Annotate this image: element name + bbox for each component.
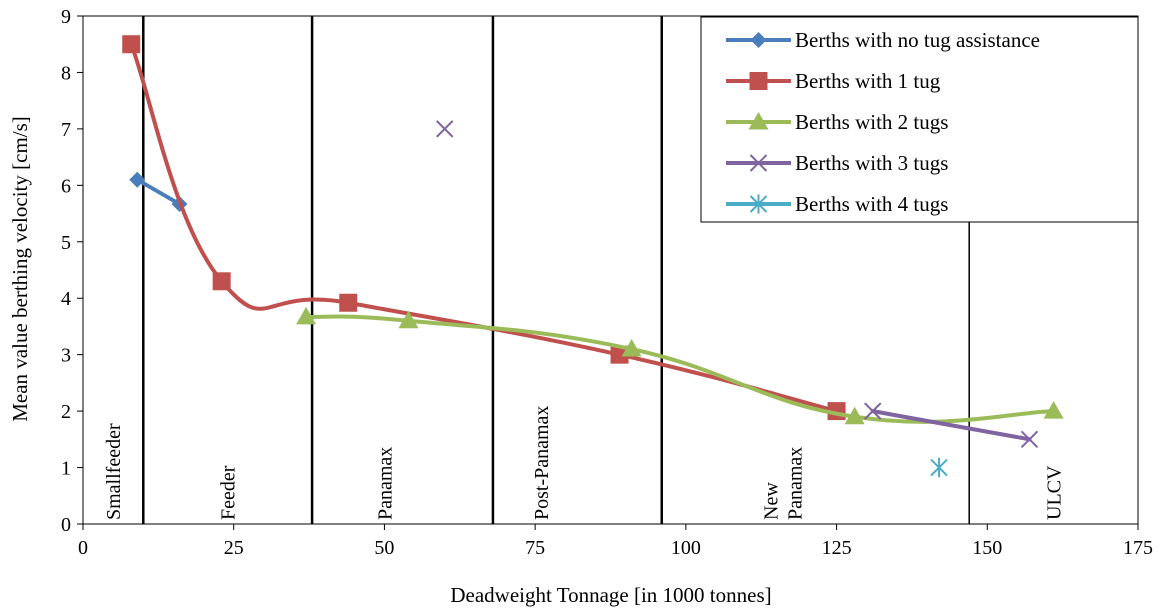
triangle-marker-shape — [398, 310, 419, 329]
y-tick-label: 7 — [61, 119, 71, 141]
triangle-marker-shape — [621, 339, 642, 357]
class-label: New — [760, 482, 782, 520]
y-tick-label: 0 — [61, 514, 71, 536]
class-label: ULCV — [1044, 465, 1066, 520]
square-marker-shape — [122, 35, 141, 54]
data-point — [621, 339, 642, 357]
y-tick-label: 5 — [61, 232, 71, 254]
data-point — [296, 306, 317, 325]
x-tick-label: 50 — [374, 537, 394, 559]
legend: Berths with no tug assistance Berths with… — [700, 16, 1139, 223]
data-point — [122, 35, 141, 54]
x-marker-stroke — [436, 120, 454, 138]
legend-marker — [750, 32, 767, 48]
triangle-marker-shape — [844, 406, 865, 425]
class-label: Panamax — [374, 447, 396, 520]
legend-entry: Berths with 2 tugs — [795, 110, 948, 134]
legend-marker — [749, 154, 768, 172]
legend-entry: Berths with no tug assistance — [795, 28, 1040, 52]
x-axis-title: Deadweight Tonnage [in 1000 tonnes] — [450, 583, 771, 607]
y-tick-label: 1 — [61, 458, 71, 480]
series-line-4 — [870, 409, 1032, 442]
y-tick-label: 8 — [61, 62, 71, 84]
square-marker-shape — [610, 345, 629, 364]
legend-box — [700, 16, 1139, 223]
x-tick-label: 125 — [822, 537, 852, 559]
triangle-marker-shape — [1043, 401, 1064, 419]
class-label: Feeder — [218, 465, 240, 520]
diamond-marker-shape — [129, 171, 146, 188]
legend-marker — [748, 112, 769, 130]
legend-entry: Berths with 1 tug — [795, 69, 941, 93]
y-tick-label: 4 — [61, 288, 71, 310]
y-axis-title: Mean value berthing velocity [cm/s] — [8, 116, 32, 422]
data-point — [212, 272, 231, 291]
data-point — [339, 293, 358, 312]
x-tick-label: 75 — [525, 537, 545, 559]
y-tick-label: 2 — [61, 401, 71, 423]
y-tick-label: 3 — [61, 345, 71, 367]
y-tick-label: 6 — [61, 175, 71, 197]
data-point — [610, 345, 629, 364]
diamond-marker-shape — [750, 32, 767, 48]
x-marker-stroke — [864, 402, 882, 420]
data-point — [1043, 401, 1064, 419]
data-point — [1020, 430, 1039, 449]
x-tick-label: 100 — [671, 537, 701, 559]
x-tick-label: 175 — [1123, 537, 1153, 559]
legend-entry: Berths with 3 tugs — [795, 151, 948, 175]
legend-entry: Berths with 4 tugs — [795, 192, 948, 216]
x-tick-label: 150 — [972, 537, 1002, 559]
data-point — [864, 402, 882, 420]
data-point — [930, 457, 948, 478]
data-point — [436, 120, 454, 138]
plot-frame — [82, 15, 1139, 525]
square-marker-shape — [212, 272, 231, 291]
class-label: Post-Panamax — [531, 406, 553, 520]
x-marker-stroke — [1020, 430, 1039, 449]
x-tick-label: 0 — [78, 537, 88, 559]
plot-area: 0 25 50 75 100 125 150 175 0 1 2 3 4 5 6 7 8 9 Smallfeeder… — [61, 6, 1153, 559]
data-point — [129, 171, 146, 188]
triangle-marker-shape — [748, 112, 769, 130]
y-tick-label: 9 — [61, 6, 71, 28]
square-marker-shape — [339, 293, 358, 312]
x-tick-label: 25 — [224, 537, 244, 559]
data-point — [844, 406, 865, 425]
square-marker-shape — [749, 72, 768, 90]
data-point — [398, 310, 419, 329]
class-label: Panamax — [784, 447, 806, 520]
x-marker-stroke — [749, 154, 768, 172]
legend-marker — [749, 72, 768, 90]
class-label: Smallfeeder — [103, 423, 125, 520]
legend-marker — [749, 194, 768, 214]
triangle-marker-shape — [296, 306, 317, 325]
